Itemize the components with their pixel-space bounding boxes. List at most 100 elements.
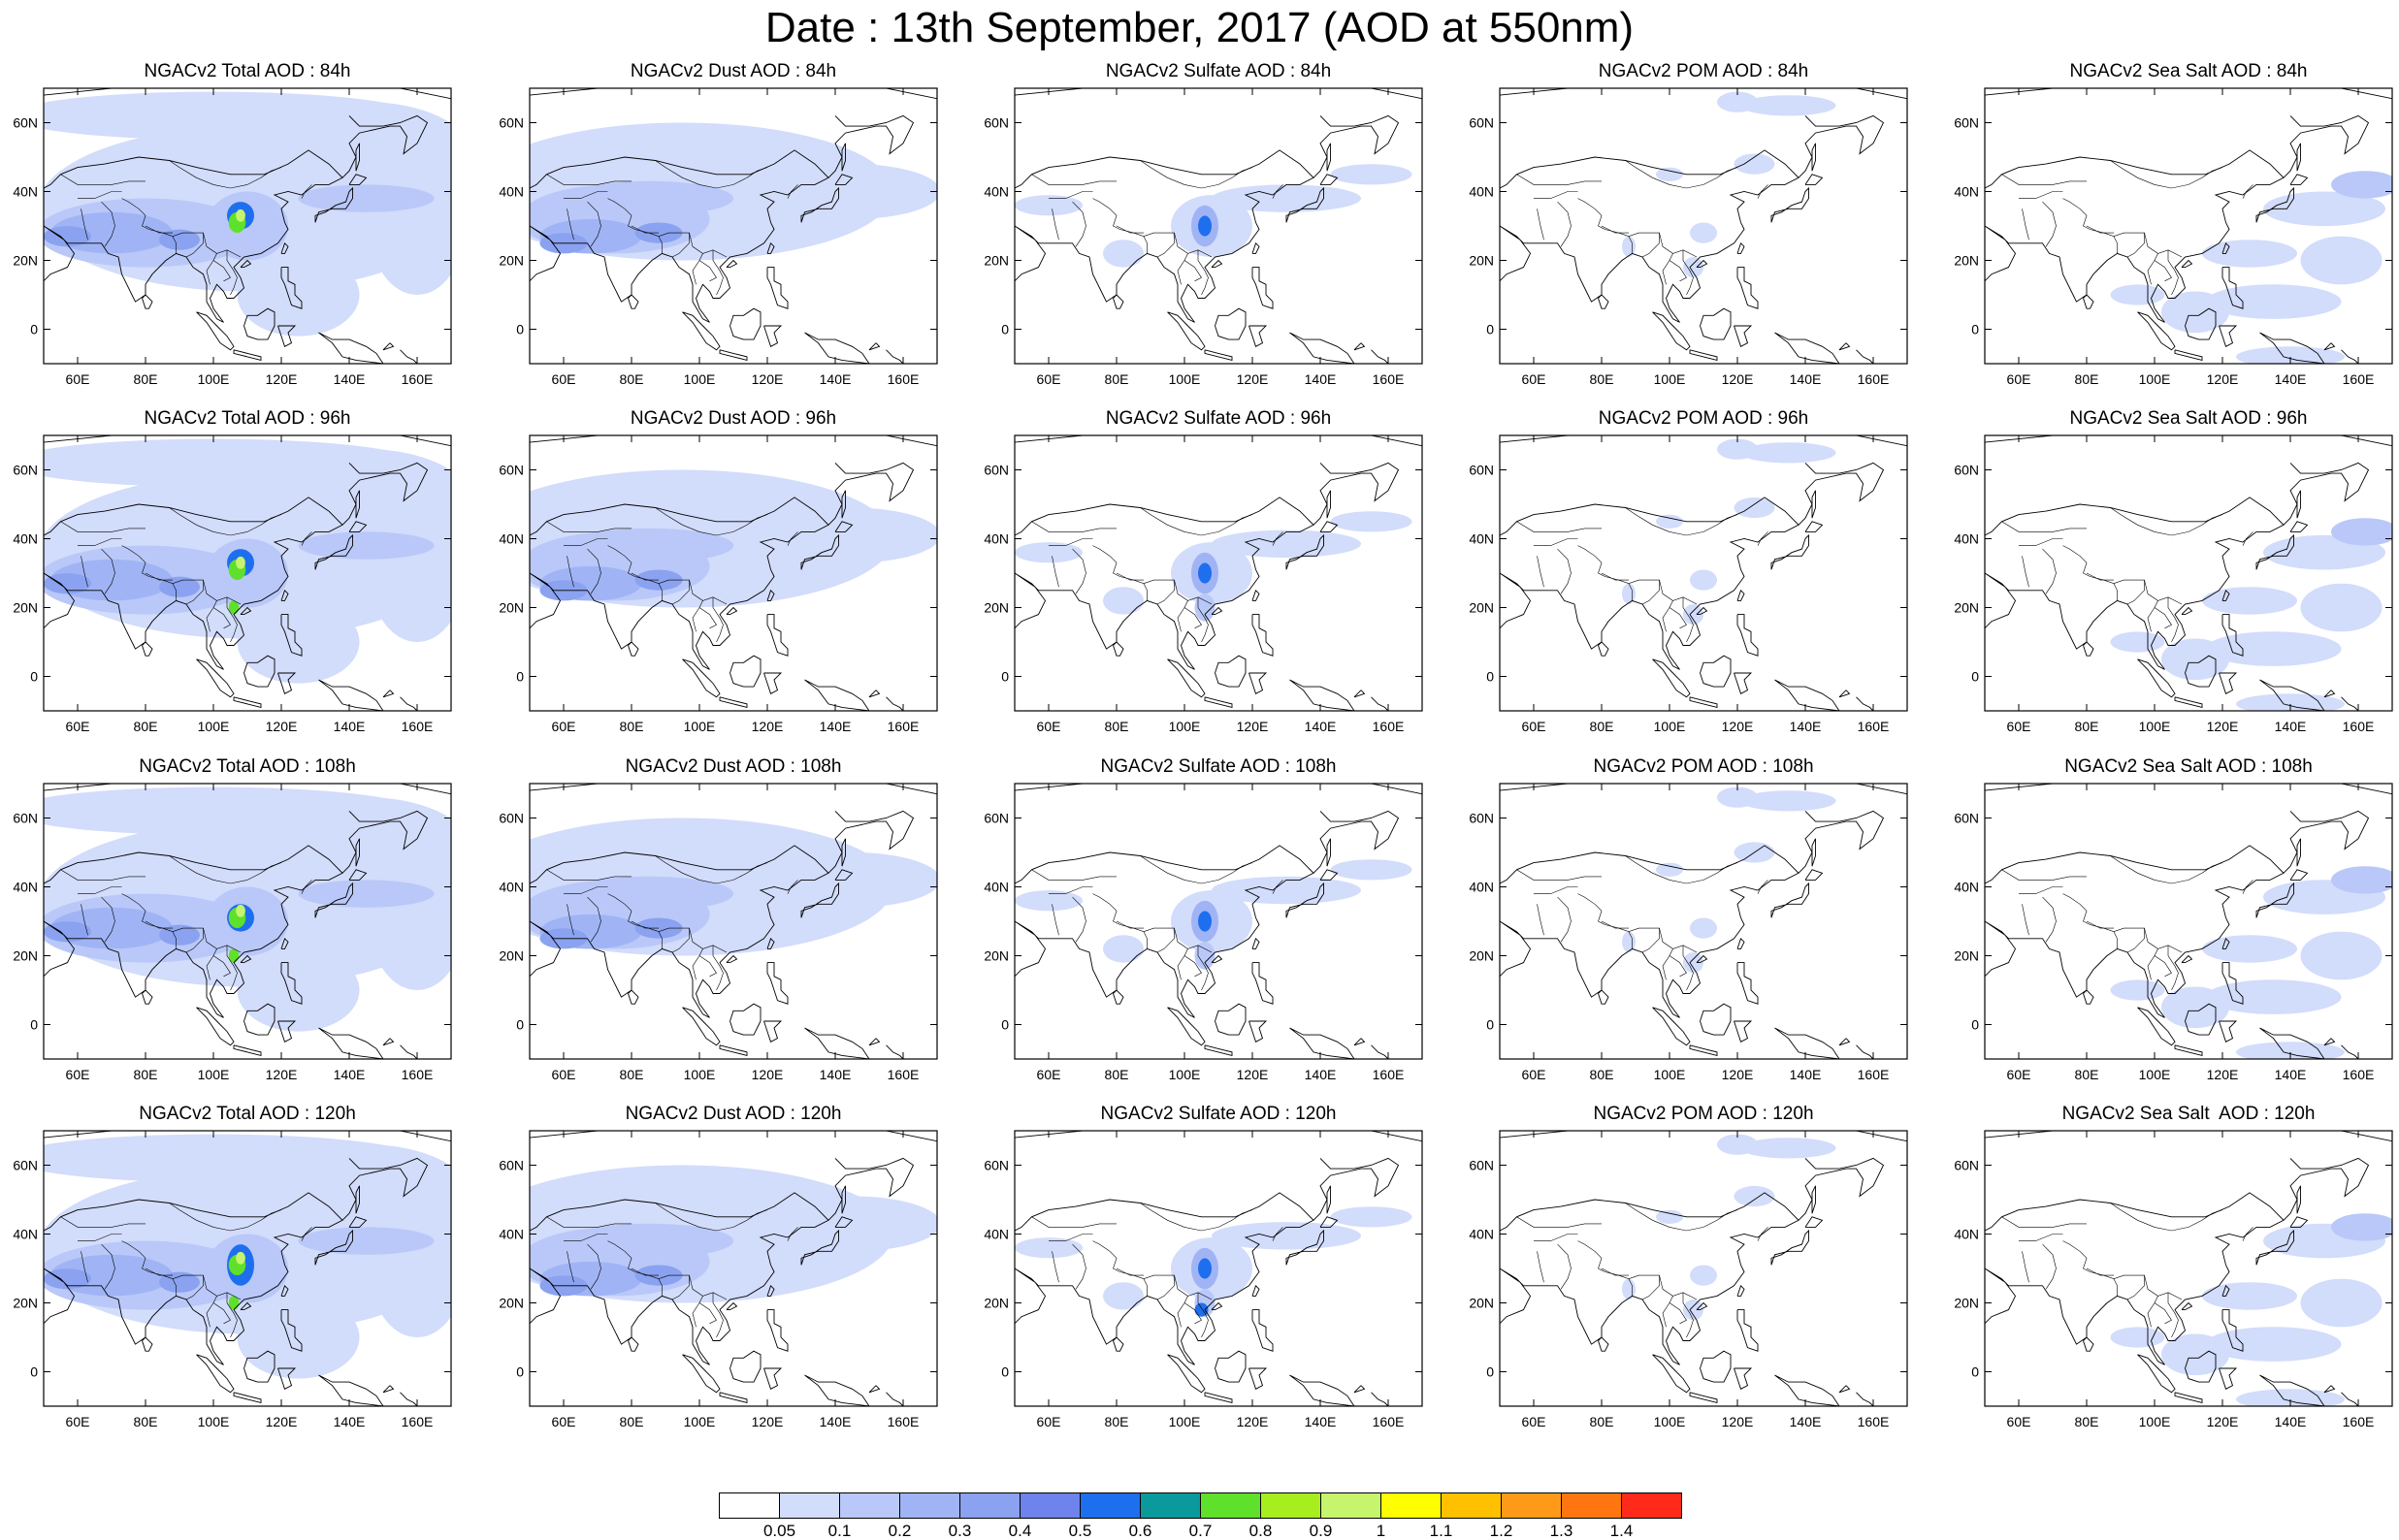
border-line <box>692 948 703 980</box>
aod-contour <box>2205 284 2342 319</box>
aod-field <box>1015 859 1412 970</box>
coastline <box>1319 174 1339 185</box>
map-panel-dust-84h: NGACv2 Dust AOD : 84h 60N 40N 20N 0 60E 80E 100… <box>491 61 976 402</box>
coastline <box>280 267 303 309</box>
border-line <box>2019 886 2063 894</box>
aod-contour <box>298 531 435 560</box>
border-line <box>1516 1216 1602 1228</box>
coastline <box>800 186 839 223</box>
lon-tick-label: 140E <box>1790 719 1822 734</box>
coastline <box>1770 533 1809 570</box>
map-frame <box>1984 1130 2393 1407</box>
lat-tick-label: 20N <box>984 948 1009 964</box>
map-frame <box>1014 434 1423 712</box>
border-line <box>1140 160 1253 189</box>
border-line <box>567 209 574 241</box>
coastline <box>2289 521 2309 532</box>
lat-tick-label: 40N <box>13 880 38 895</box>
aod-contour <box>763 507 937 563</box>
border-line <box>1757 1227 1768 1241</box>
lat-tick-label: 20N <box>499 1296 524 1311</box>
lon-tick-label: 160E <box>1373 1414 1405 1429</box>
colorbar-label: 0.2 <box>889 1522 912 1537</box>
coastline <box>834 1216 854 1228</box>
border-line <box>1682 945 1694 991</box>
aod-contour <box>2236 346 2345 364</box>
aod-field <box>44 91 451 337</box>
lon-tick-label: 80E <box>1590 371 1614 387</box>
aod-contour <box>1330 1206 1412 1228</box>
aod-contour <box>237 1296 360 1379</box>
aod-contour <box>1015 1237 1083 1259</box>
map-panel-sulfate-108h: NGACv2 Sulfate AOD : 108h 60N 40N 20N 0 60E 80… <box>976 756 1461 1098</box>
lat-tick-label: 40N <box>13 1227 38 1242</box>
map-panel-seasalt-120h: NGACv2 Sea Salt AOD : 120h 60N 40N 20N 0 60E 8… <box>1946 1104 2399 1445</box>
border-line <box>1272 1227 1283 1241</box>
panel-title: NGACv2 Sulfate AOD : 84h <box>1105 61 1332 81</box>
coastline <box>2221 1284 2230 1297</box>
aod-contour <box>44 438 417 488</box>
colorbar-label: 0.9 <box>1310 1522 1333 1537</box>
lon-tick-label: 120E <box>752 371 784 387</box>
coastline <box>1204 696 1233 708</box>
panel-title: NGACv2 Dust AOD : 108h <box>625 756 842 777</box>
coastline <box>1700 1350 1732 1383</box>
lat-tick-label: 60N <box>499 463 524 478</box>
aod-contour <box>2300 583 2383 632</box>
border-line <box>1625 507 1738 536</box>
coastline <box>44 88 451 100</box>
aod-contour <box>1734 497 1775 519</box>
coastline <box>233 1044 262 1056</box>
aod-contour <box>228 600 240 615</box>
border-line <box>2001 521 2087 532</box>
coastline <box>841 143 846 172</box>
coastline <box>1211 954 1223 964</box>
border-line <box>1557 1243 1572 1290</box>
border-line <box>101 548 115 594</box>
coastline <box>196 1354 235 1394</box>
coastline <box>1696 1301 1708 1311</box>
coastline <box>2185 655 2217 688</box>
coastline <box>1700 307 1732 340</box>
coastline <box>2283 462 2370 526</box>
aod-contour <box>44 573 91 594</box>
border-line <box>1143 236 1148 254</box>
panel-title: NGACv2 POM AOD : 120h <box>1593 1104 1814 1124</box>
lon-tick-label: 160E <box>402 719 434 734</box>
map-frame <box>1014 783 1423 1060</box>
map-panel-dust-108h: NGACv2 Dust AOD : 108h 60N 40N 20N 0 60E 80E 10… <box>491 756 976 1098</box>
lon-tick-label: 120E <box>1722 1414 1754 1429</box>
map-panel-dust-120h: NGACv2 Dust AOD : 120h 60N 40N 20N 0 60E 80E 10… <box>491 1104 976 1445</box>
coastlines <box>44 435 451 711</box>
coastlines <box>1500 784 1907 1059</box>
lat-tick-label: 0 <box>30 1364 38 1380</box>
lon-tick-label: 160E <box>1373 1067 1405 1082</box>
border-line <box>1757 184 1768 199</box>
aod-contour <box>564 180 733 216</box>
coastline <box>2296 1185 2301 1214</box>
border-line <box>2126 580 2145 605</box>
border-line <box>1534 191 1578 199</box>
coastline <box>2174 1044 2203 1056</box>
aod-contour <box>2110 1327 2165 1348</box>
coastline <box>1689 349 1718 361</box>
border-line <box>698 260 717 282</box>
coastline <box>44 149 343 323</box>
border-line <box>121 1240 242 1300</box>
aod-field <box>530 1165 937 1303</box>
panel-title: NGACv2 Sea Salt AOD : 96h <box>2069 408 2308 429</box>
colorbar-label: 0.8 <box>1249 1522 1273 1537</box>
map-panel-pom-96h: NGACv2 POM AOD : 96h 60N 40N 20N 0 60E 80E 100E… <box>1461 408 1946 750</box>
border-line <box>1092 893 1213 953</box>
border-line <box>60 521 146 532</box>
lat-tick-label: 0 <box>30 669 38 685</box>
aod-contour <box>2161 291 2229 334</box>
coastline <box>2341 349 2359 364</box>
coastline <box>1985 784 2392 795</box>
coastline <box>729 1350 762 1383</box>
map-panel-seasalt-96h: NGACv2 Sea Salt AOD : 96h 60N 40N 20N 0 60E 80… <box>1946 408 2399 750</box>
coastline <box>763 1020 783 1043</box>
map-frame <box>43 783 452 1060</box>
map-plot: 60N 40N 20N 0 60E 80E 100E 120E 140E 160E <box>1469 783 1908 1082</box>
border-line <box>226 596 238 643</box>
